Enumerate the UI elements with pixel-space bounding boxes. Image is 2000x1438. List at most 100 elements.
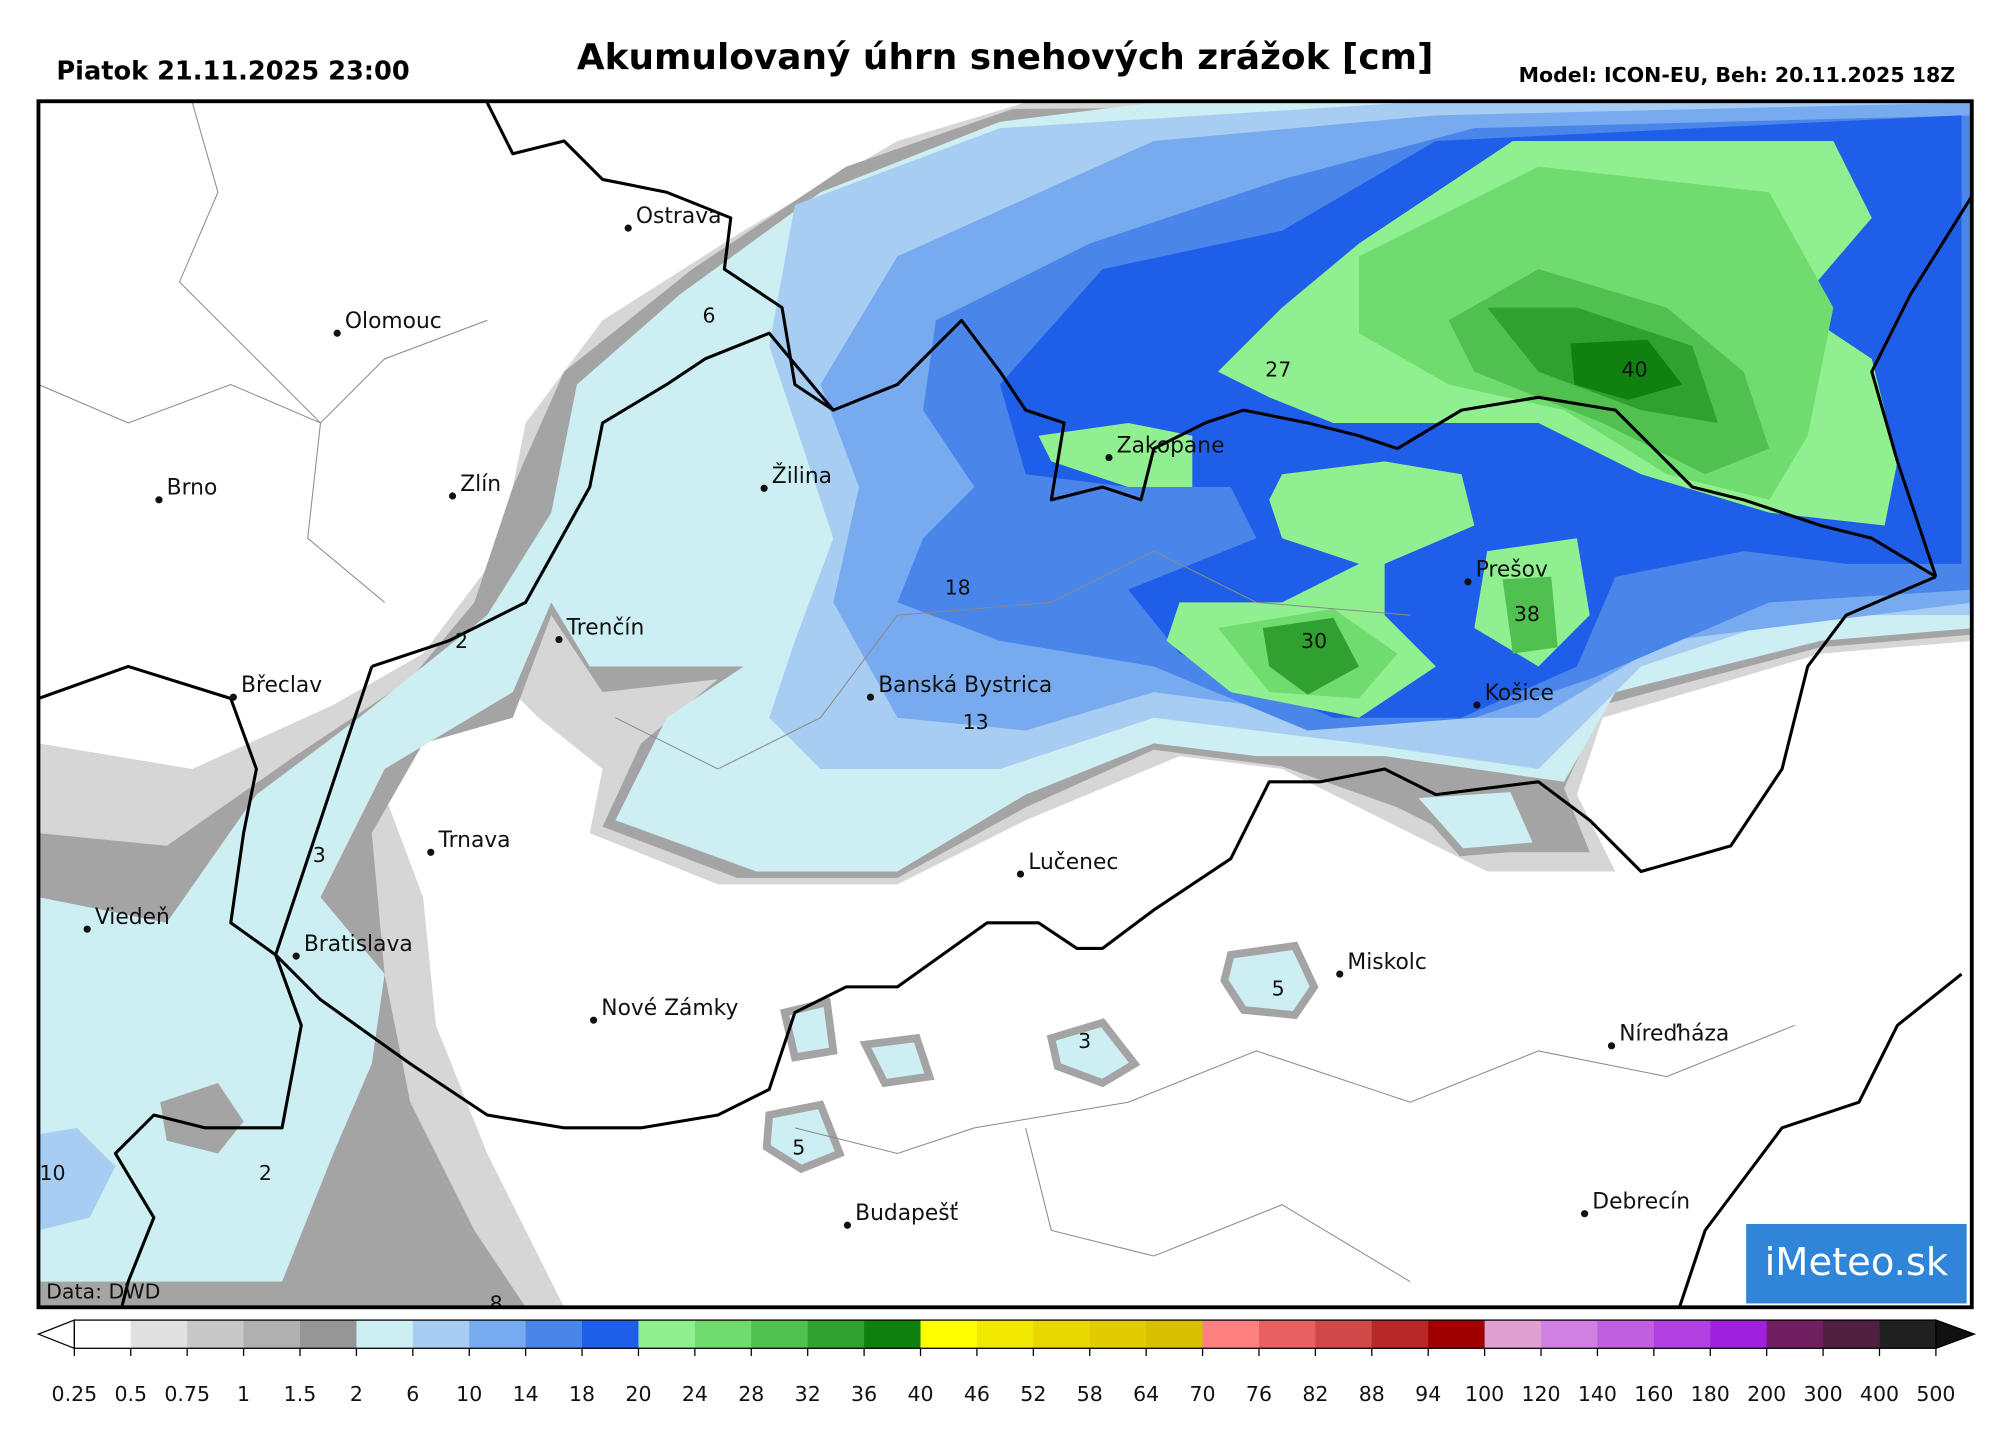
contour-value: 5 — [1272, 976, 1285, 1000]
colorbar-segment — [74, 1320, 132, 1349]
contour-value: 38 — [1514, 602, 1540, 626]
colorbar-tick-label: 0.25 — [52, 1382, 98, 1406]
colorbar-segment — [1371, 1320, 1429, 1349]
colorbar-segment — [1202, 1320, 1260, 1349]
colorbar-tick-label: 70 — [1190, 1382, 1216, 1406]
colorbar-segment — [694, 1320, 752, 1349]
colorbar-segment — [1710, 1320, 1768, 1349]
city-name: Viedeň — [95, 905, 170, 930]
city-dot — [155, 496, 163, 504]
admin-border — [1025, 1127, 1411, 1283]
colorbar-segment — [469, 1320, 527, 1349]
contour-value: 40 — [1622, 357, 1648, 381]
colorbar-tick-label: 58 — [1077, 1382, 1103, 1406]
colorbar-tick-label: 300 — [1804, 1382, 1843, 1406]
colorbar-segment — [1541, 1320, 1599, 1349]
logo-box — [1746, 1223, 1967, 1304]
city-name: Olomouc — [345, 309, 442, 334]
city-name: Miskolc — [1347, 950, 1426, 975]
city-dot — [1581, 1210, 1589, 1218]
map-title: Akumulovaný úhrn snehových zrážok [cm] — [577, 37, 1434, 78]
city-dot — [1607, 1042, 1616, 1050]
city-dot — [843, 1221, 852, 1229]
city-dot — [624, 224, 632, 232]
city-name: Košice — [1485, 681, 1554, 706]
admin-border — [38, 383, 385, 603]
colorbar-tick-label: 400 — [1860, 1382, 1899, 1406]
colorbar-tick-label: 46 — [964, 1382, 990, 1406]
colorbar-segment — [1484, 1320, 1542, 1349]
colorbar-tick-label: 6 — [406, 1382, 419, 1406]
colorbar-tick-label: 18 — [569, 1382, 595, 1406]
city-dot — [1105, 453, 1113, 462]
contour-value: 30 — [1301, 629, 1327, 653]
colorbar-segment — [864, 1320, 922, 1349]
colorbar-segment — [976, 1320, 1034, 1349]
field-grey-spot — [160, 1082, 244, 1154]
colorbar-outline — [73, 1319, 1937, 1349]
contour-value: 2 — [455, 629, 468, 653]
city-name: Břeclav — [241, 673, 322, 698]
contour-value: 3 — [313, 843, 326, 867]
colorbar-tick-label: 32 — [795, 1382, 821, 1406]
field-cyan-spot — [780, 997, 838, 1062]
model-label: Model: ICON-EU, Beh: 20.11.2025 18Z — [1519, 63, 1956, 87]
colorbar-tick-label: 76 — [1246, 1382, 1272, 1406]
city-name: Ostrava — [636, 204, 722, 229]
contour-value: 2 — [259, 1161, 272, 1185]
city-name: Prešov — [1476, 558, 1548, 583]
colorbar-segment — [920, 1320, 978, 1349]
field-cyan-spot — [1220, 941, 1319, 1020]
field-cyan-spot — [1046, 1018, 1141, 1088]
colorbar-segment — [1823, 1320, 1881, 1349]
city-dot — [1464, 578, 1472, 586]
country-border — [371, 318, 1937, 668]
contour-value: 3 — [1078, 1029, 1091, 1053]
value-label-layer: 6 27 40 18 30 38 13 2 3 5 3 5 2 10 8 — [40, 304, 1648, 1316]
logo: iMeteo.sk — [1765, 1240, 1949, 1285]
data-source: Data: DWD — [46, 1279, 160, 1303]
colorbar-tick-label: 1.5 — [284, 1382, 317, 1406]
colorbar-segment — [356, 1320, 414, 1349]
field-cyan-spot — [762, 1100, 845, 1174]
colorbar-segment — [1879, 1320, 1937, 1349]
country-border — [113, 954, 303, 1308]
city-name: Zlín — [460, 472, 501, 497]
admin-border — [615, 550, 1411, 770]
colorbar: 0.25 0.5 0.75 1 1.5 2 6 10 14 18 20 24 28 32 36 40 46 52 5… — [36, 1319, 1977, 1406]
city-dot — [866, 693, 875, 701]
colorbar-tick-label: 120 — [1521, 1382, 1560, 1406]
colorbar-segment — [1766, 1320, 1824, 1349]
colorbar-segment — [1653, 1320, 1711, 1349]
colorbar-segment — [1428, 1320, 1486, 1349]
contour-value: 8 — [490, 1292, 503, 1316]
country-border — [1678, 972, 1963, 1308]
colorbar-segment — [187, 1320, 245, 1349]
field-light-blue — [38, 1127, 116, 1231]
field-darkest-green — [1570, 339, 1683, 400]
contour-value: 6 — [702, 304, 715, 328]
country-border — [485, 101, 835, 412]
city-name: Debrecín — [1592, 1190, 1690, 1215]
city-name: Banská Bystrica — [878, 673, 1052, 698]
city-dot — [333, 329, 341, 337]
colorbar-tick-label: 94 — [1415, 1382, 1441, 1406]
colorbar-segment — [807, 1320, 865, 1349]
colorbar-tick-label: 0.5 — [114, 1382, 147, 1406]
colorbar-tick-label: 36 — [851, 1382, 877, 1406]
colorbar-segment — [130, 1320, 188, 1349]
colorbar-segment — [1089, 1320, 1147, 1349]
city-dot — [555, 635, 563, 644]
colorbar-tick-label: 140 — [1578, 1382, 1617, 1406]
colorbar-tick-label: 10 — [456, 1382, 482, 1406]
field-mid-green — [1502, 576, 1558, 654]
colorbar-segment — [300, 1320, 358, 1349]
city-name: Trenčín — [566, 615, 645, 640]
country-border — [38, 664, 374, 957]
admin-border — [178, 102, 488, 424]
field-cyan-spot — [859, 1033, 935, 1088]
colorbar-tick-label: 40 — [907, 1382, 933, 1406]
city-name: Lučenec — [1028, 850, 1118, 875]
city-dot — [760, 484, 768, 492]
colorbar-tick-label: 200 — [1747, 1382, 1786, 1406]
